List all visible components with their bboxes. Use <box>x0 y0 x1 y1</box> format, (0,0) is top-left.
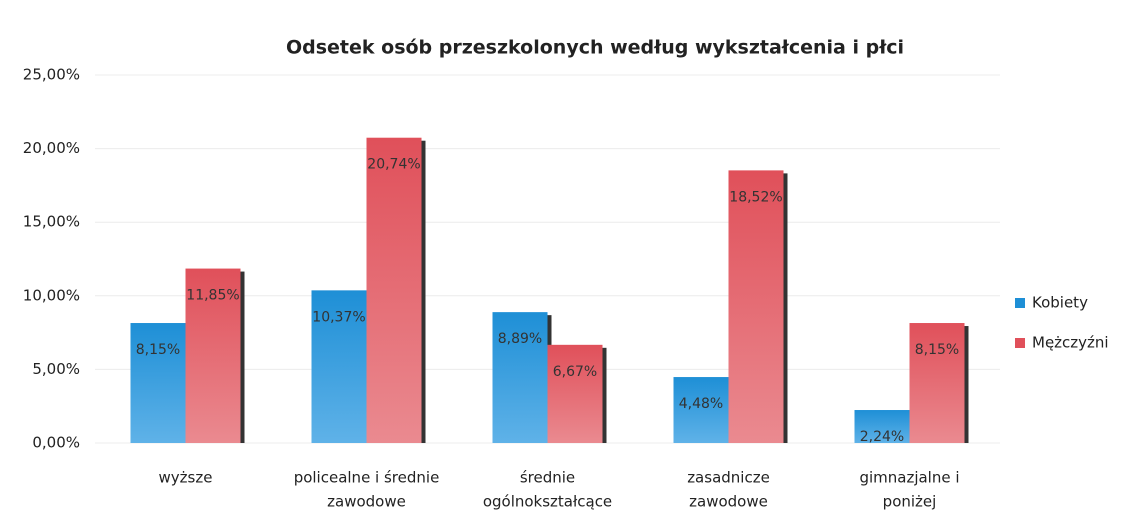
x-tick-label: policealne i średnie <box>294 469 440 487</box>
legend-swatch <box>1015 338 1025 348</box>
bar-shadow <box>964 326 969 443</box>
bar <box>185 268 241 443</box>
data-label: 10,37% <box>312 309 365 325</box>
bar <box>728 170 784 443</box>
data-label: 8,15% <box>136 342 180 358</box>
y-tick-label: 0,00% <box>32 434 80 452</box>
bar <box>366 137 422 443</box>
bar-shadow <box>602 347 607 443</box>
x-tick-label: wyższe <box>159 469 213 487</box>
bar <box>673 377 729 443</box>
x-tick-label: zasadnicze <box>687 469 770 487</box>
legend-label: Mężczyźni <box>1032 334 1109 352</box>
x-tick-label: średnie <box>520 469 575 487</box>
x-tick-label: zawodowe <box>327 493 406 511</box>
x-tick-label: zawodowe <box>689 493 768 511</box>
bar-shadow <box>240 271 245 443</box>
y-tick-label: 15,00% <box>23 213 80 231</box>
bar <box>854 410 910 443</box>
y-tick-label: 20,00% <box>23 139 80 157</box>
chart-title: Odsetek osób przeszkolonych według wyksz… <box>286 37 904 59</box>
x-tick-label: poniżej <box>883 493 937 511</box>
bar <box>492 312 548 443</box>
legend-label: Kobiety <box>1032 294 1088 312</box>
y-tick-label: 10,00% <box>23 286 80 304</box>
data-label: 8,15% <box>915 342 959 358</box>
bar-shadow <box>783 173 788 443</box>
bar <box>311 290 367 443</box>
legend-swatch <box>1015 298 1025 308</box>
data-label: 18,52% <box>729 189 782 205</box>
y-tick-label: 5,00% <box>32 360 80 378</box>
bar-shadow <box>421 140 426 443</box>
data-label: 4,48% <box>679 396 723 412</box>
data-label: 6,67% <box>553 364 597 380</box>
x-tick-label: ogólnokształcące <box>483 493 612 511</box>
y-tick-label: 25,00% <box>23 66 80 84</box>
x-tick-label: gimnazjalne i <box>859 469 959 487</box>
data-label: 11,85% <box>186 288 239 304</box>
bar <box>130 323 186 443</box>
data-label: 20,74% <box>367 157 420 173</box>
data-label: 2,24% <box>860 429 904 445</box>
bar <box>909 323 965 443</box>
data-label: 8,89% <box>498 331 542 347</box>
bar <box>547 344 603 443</box>
